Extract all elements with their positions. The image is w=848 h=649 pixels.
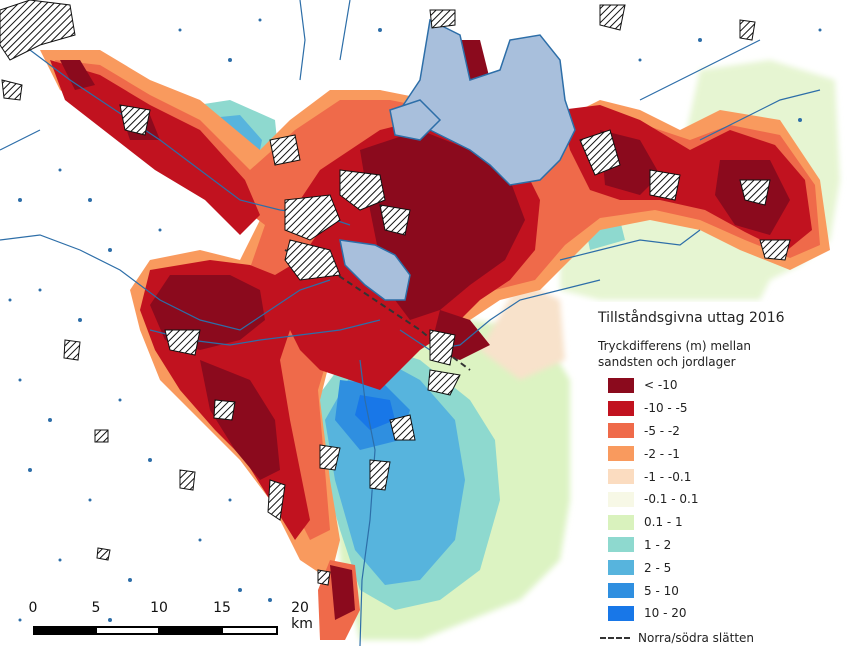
legend-swatch (608, 491, 634, 507)
legend-swatch (608, 537, 634, 553)
legend-label: -10 - -5 (644, 401, 688, 416)
plain-boundary-line (284, 249, 471, 371)
legend-swatch (608, 583, 634, 599)
legend-item: 1 - 2 (608, 534, 840, 557)
legend-label: 5 - 10 (644, 583, 679, 598)
legend-label: -0.1 - 0.1 (644, 492, 699, 507)
legend-swatch (608, 605, 634, 621)
lakes (339, 18, 576, 301)
dashed-line-symbol (600, 636, 630, 639)
legend-item: -2 - -1 (608, 442, 840, 465)
legend-label: 2 - 5 (644, 560, 672, 575)
legend-label: -1 - -0.1 (644, 469, 692, 484)
legend-title: Tillståndsgivna uttag 2016 (598, 310, 785, 326)
scale-tick-0: 0 (28, 600, 38, 616)
legend-label: -2 - -1 (644, 446, 680, 461)
legend-item: -10 - -5 (608, 397, 840, 420)
legend-label: -5 - -2 (644, 423, 680, 438)
legend-item: -0.1 - 0.1 (608, 488, 840, 511)
scale-bar: 0 5 10 15 20 km (22, 600, 322, 640)
legend-swatch (608, 446, 634, 462)
scale-segment-1 (33, 626, 97, 635)
small-lakes (8, 18, 822, 622)
lake-central (339, 239, 411, 301)
legend-item: -1 - -0.1 (608, 465, 840, 488)
legend-swatch (608, 469, 634, 485)
scale-tick-5: 5 (91, 600, 101, 616)
legend-label: 10 - 20 (644, 606, 687, 621)
legend-item: 0.1 - 1 (608, 511, 840, 534)
legend-classes: < -10 -10 - -5 -5 - -2 -2 - -1 -1 - -0.1 -0.1… (594, 374, 840, 625)
legend-line-item: Norra/södra slätten (600, 627, 840, 649)
scale-segment-2 (95, 626, 160, 635)
legend-swatch (608, 560, 634, 576)
legend-swatch (608, 400, 634, 416)
map-legend: Tillståndsgivna uttag 2016 Tryckdifferen… (586, 302, 848, 646)
legend-subtitle: Tryckdifferens (m) mellan sandsten och j… (598, 339, 752, 369)
scale-tick-10: 10 (150, 600, 168, 616)
legend-item: -5 - -2 (608, 420, 840, 443)
lake-small (389, 99, 442, 141)
scale-tick-20: 20 km (291, 600, 313, 632)
legend-label: 1 - 2 (644, 537, 672, 552)
scale-segment-4 (221, 626, 278, 635)
permit-areas (0, 0, 791, 586)
legend-line-label: Norra/södra slätten (638, 630, 755, 645)
legend-swatch (608, 377, 634, 393)
legend-item: 2 - 5 (608, 556, 840, 579)
legend-label: 0.1 - 1 (644, 515, 683, 530)
scale-tick-15: 15 (213, 600, 231, 616)
legend-item: 10 - 20 (608, 602, 840, 625)
legend-label: < -10 (644, 378, 678, 393)
legend-item: 5 - 10 (608, 579, 840, 602)
scale-segment-3 (158, 626, 223, 635)
legend-swatch (608, 514, 634, 530)
legend-item: < -10 (608, 374, 840, 397)
legend-swatch (608, 423, 634, 439)
